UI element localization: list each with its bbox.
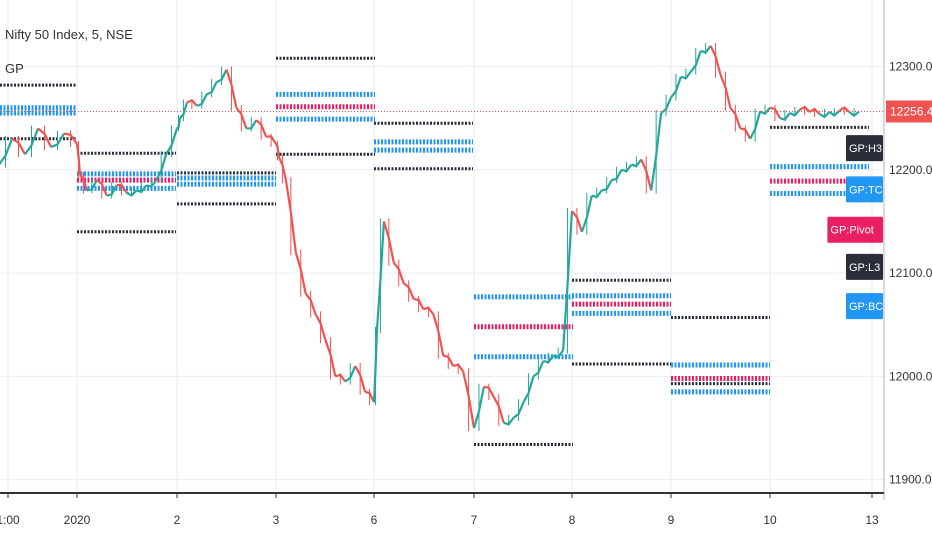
y-tick-label: 12200.00 <box>889 163 932 177</box>
x-tick-label: 2020 <box>64 513 91 527</box>
x-tick-label: 2 <box>174 513 181 527</box>
last-price-value: 12256.45 <box>890 104 932 118</box>
x-tick-label: 6 <box>371 513 378 527</box>
level-label-box-pivot <box>827 216 883 243</box>
y-tick-label: 12000.00 <box>889 369 932 383</box>
x-tick-label: 1:00 <box>0 513 20 527</box>
indicator-label[interactable]: GP <box>5 61 24 76</box>
chart-title: Nifty 50 Index, 5, NSE <box>5 27 133 42</box>
level-label-bc: GP:BC <box>849 301 883 313</box>
x-tick-label: 3 <box>273 513 280 527</box>
price-segment <box>848 110 860 117</box>
last-price-badge <box>886 100 932 123</box>
y-tick-label: 12300.00 <box>889 59 932 73</box>
x-tick-label: 7 <box>471 513 478 527</box>
level-label-tc: GP:TC <box>849 184 883 196</box>
level-labels: GP:H3 GP:TC GP:Pivot GP:L3 GP:BC <box>827 135 883 320</box>
level-label-l3: GP:L3 <box>849 262 880 274</box>
x-tick-label: 13 <box>865 513 879 527</box>
grid <box>0 0 884 490</box>
y-tick-label: 12100.00 <box>889 266 932 280</box>
x-tick-label: 10 <box>763 513 777 527</box>
level-label-box-h3 <box>846 135 883 162</box>
price-segment <box>828 110 841 117</box>
price-segment <box>838 106 850 113</box>
level-label-box-l3 <box>846 253 883 280</box>
level-label-h3: GP:H3 <box>849 143 882 155</box>
price-axis-background <box>884 0 932 500</box>
x-tick-label: 8 <box>569 513 576 527</box>
time-axis[interactable]: 1:00 2020 2 3 6 7 8 9 10 13 <box>0 493 879 527</box>
pivot-levels <box>0 56 869 447</box>
level-label-box-tc <box>846 176 883 203</box>
price-axis[interactable]: 11900.00 12000.00 12100.00 12200.00 12300.00… <box>886 59 932 487</box>
level-label-pivot: GP:Pivot <box>830 225 873 237</box>
x-tick-label: 9 <box>668 513 675 527</box>
level-label-box-bc <box>846 293 883 320</box>
y-tick-label: 11900.00 <box>889 473 932 487</box>
price-series <box>0 42 860 432</box>
